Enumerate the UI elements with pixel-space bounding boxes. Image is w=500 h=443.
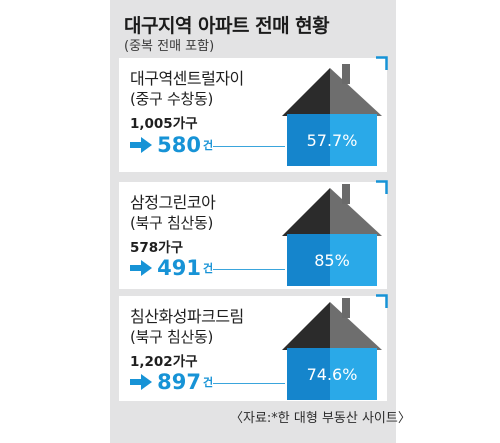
resale-count-unit: 건	[202, 376, 214, 389]
leader-line	[213, 383, 285, 384]
house-bar: 57.7%	[282, 64, 382, 166]
roof-left	[282, 68, 330, 116]
chart-subtitle: (중복 전매 포함)	[124, 39, 215, 54]
apartment-name: 대구역센트럴자이	[130, 69, 244, 88]
percent-label: 74.6%	[307, 365, 358, 384]
percent-fill-right	[330, 348, 377, 400]
roof-right	[330, 188, 382, 236]
chimney	[342, 298, 350, 318]
apartment-name: 삼정그린코아	[130, 193, 216, 212]
resale-count-value: 580	[157, 133, 201, 157]
apartment-units: 1,005가구	[130, 116, 198, 132]
apartment-units: 1,202가구	[130, 354, 198, 370]
chimney	[342, 64, 350, 84]
source-note: 〈자료:*한 대형 부동산 사이트〉	[230, 411, 411, 426]
roof-right	[330, 302, 382, 350]
resale-count: 897 건	[130, 370, 213, 394]
percent-fill-left	[287, 348, 330, 400]
resale-count-unit: 건	[202, 139, 214, 152]
resale-count: 491 건	[130, 256, 213, 280]
resale-count-unit: 건	[202, 262, 214, 275]
apartment-name: 침산화성파크드림	[130, 307, 244, 326]
percent-fill-left	[287, 234, 330, 286]
resale-count-value: 897	[157, 370, 201, 394]
apartment-card: 침산화성파크드림 (북구 침산동) 1,202가구 897 건 74.6%	[119, 294, 388, 401]
house-bar: 85%	[282, 184, 382, 286]
apartment-location: (북구 침산동)	[130, 214, 214, 232]
roof-right	[330, 68, 382, 116]
corner-bracket	[376, 294, 388, 308]
roof-left	[282, 188, 330, 236]
resale-count-value: 491	[157, 256, 201, 280]
leader-line	[213, 146, 285, 147]
percent-fill-left	[287, 114, 330, 166]
apartment-units: 578가구	[130, 240, 184, 256]
roof-left	[282, 302, 330, 350]
chimney	[342, 184, 350, 204]
apartment-location: (북구 침산동)	[130, 328, 214, 346]
percent-fill-right	[330, 114, 377, 166]
percent-fill-right	[330, 234, 377, 286]
chart-title: 대구지역 아파트 전매 현황	[124, 15, 330, 37]
corner-bracket	[376, 180, 388, 194]
apartment-card: 삼정그린코아 (북구 침산동) 578가구 491 건 85%	[119, 180, 388, 289]
arrow-right-icon	[130, 374, 152, 390]
arrow-right-icon	[130, 137, 152, 153]
apartment-location: (중구 수창동)	[130, 90, 214, 108]
arrow-right-icon	[130, 260, 152, 276]
percent-label: 85%	[314, 251, 350, 270]
house-bar: 74.6%	[282, 298, 382, 400]
percent-label: 57.7%	[307, 131, 358, 150]
apartment-card: 대구역센트럴자이 (중구 수창동) 1,005가구 580 건 57.7%	[119, 56, 388, 172]
resale-count: 580 건	[130, 133, 213, 157]
leader-line	[213, 269, 285, 270]
corner-bracket	[376, 56, 388, 70]
